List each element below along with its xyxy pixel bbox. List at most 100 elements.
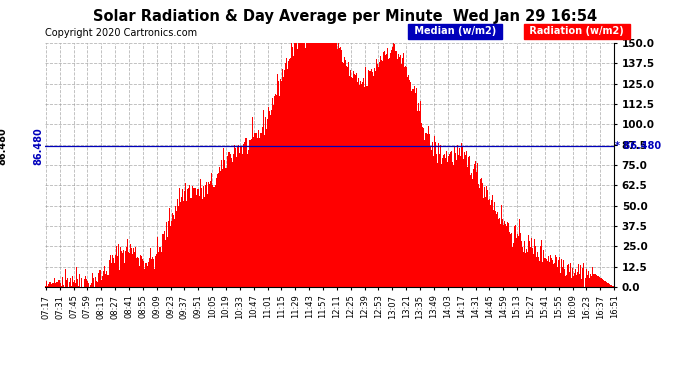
Bar [366, 86, 367, 287]
Bar [580, 266, 581, 287]
Bar [192, 186, 193, 287]
Bar [378, 67, 379, 287]
Text: Copyright 2020 Cartronics.com: Copyright 2020 Cartronics.com [45, 28, 197, 38]
Bar [478, 184, 479, 287]
Bar [328, 43, 330, 287]
Bar [326, 43, 328, 287]
Bar [449, 154, 451, 287]
Bar [79, 274, 80, 287]
Bar [401, 64, 402, 287]
Bar [524, 248, 526, 287]
Bar [429, 134, 431, 287]
Bar [317, 43, 319, 287]
Bar [139, 266, 140, 287]
Bar [568, 264, 569, 287]
Bar [560, 273, 561, 287]
Bar [469, 156, 470, 287]
Bar [551, 258, 552, 287]
Bar [92, 273, 93, 287]
Bar [270, 115, 271, 287]
Bar [88, 282, 89, 287]
Bar [183, 201, 184, 287]
Bar [305, 48, 306, 287]
Bar [575, 268, 576, 287]
Bar [58, 280, 59, 287]
Bar [72, 276, 73, 287]
Bar [399, 57, 400, 287]
Bar [161, 252, 162, 287]
Bar [181, 198, 182, 287]
Bar [494, 202, 495, 287]
Bar [381, 60, 382, 287]
Bar [266, 129, 267, 287]
Bar [103, 271, 104, 287]
Bar [63, 285, 64, 287]
Bar [365, 67, 366, 287]
Bar [452, 162, 453, 287]
Bar [503, 225, 504, 287]
Bar [235, 148, 237, 287]
Bar [457, 146, 458, 287]
Bar [269, 111, 270, 287]
Bar [377, 64, 378, 287]
Bar [272, 98, 273, 287]
Bar [301, 43, 302, 287]
Bar [566, 275, 567, 287]
Bar [287, 69, 288, 287]
Bar [171, 220, 172, 287]
Bar [607, 283, 608, 287]
Bar [262, 127, 263, 287]
Bar [482, 183, 483, 287]
Bar [283, 77, 284, 287]
Bar [553, 264, 554, 287]
Bar [302, 43, 303, 287]
Bar [597, 276, 598, 287]
Bar [388, 59, 389, 287]
Bar [121, 253, 123, 287]
Bar [164, 231, 165, 287]
Bar [70, 278, 71, 287]
Bar [253, 137, 254, 287]
Bar [565, 276, 566, 287]
Bar [440, 146, 442, 287]
Bar [284, 70, 285, 287]
Bar [509, 232, 510, 287]
Bar [205, 185, 206, 287]
Bar [500, 224, 501, 287]
Bar [115, 255, 116, 287]
Bar [304, 43, 305, 287]
Bar [346, 66, 347, 287]
Bar [419, 111, 420, 287]
Bar [221, 169, 223, 287]
Bar [99, 270, 100, 287]
Bar [49, 282, 50, 287]
Bar [265, 117, 266, 287]
Bar [62, 277, 63, 287]
Bar [474, 164, 475, 287]
Bar [100, 270, 101, 287]
Bar [77, 279, 78, 287]
Bar [274, 96, 275, 287]
Bar [194, 188, 195, 287]
Bar [249, 140, 250, 287]
Bar [333, 43, 335, 287]
Bar [288, 61, 289, 287]
Bar [534, 239, 535, 287]
Bar [200, 179, 201, 287]
Bar [242, 154, 244, 287]
Bar [556, 257, 558, 287]
Bar [468, 157, 469, 287]
Bar [363, 78, 364, 287]
Bar [479, 188, 480, 287]
Bar [296, 43, 297, 287]
Bar [542, 262, 543, 287]
Bar [351, 77, 353, 287]
Bar [140, 255, 141, 287]
Bar [247, 154, 248, 287]
Bar [182, 189, 183, 287]
Bar [422, 128, 424, 287]
Bar [223, 148, 224, 287]
Bar [285, 63, 286, 287]
Bar [526, 249, 527, 287]
Bar [374, 68, 375, 287]
